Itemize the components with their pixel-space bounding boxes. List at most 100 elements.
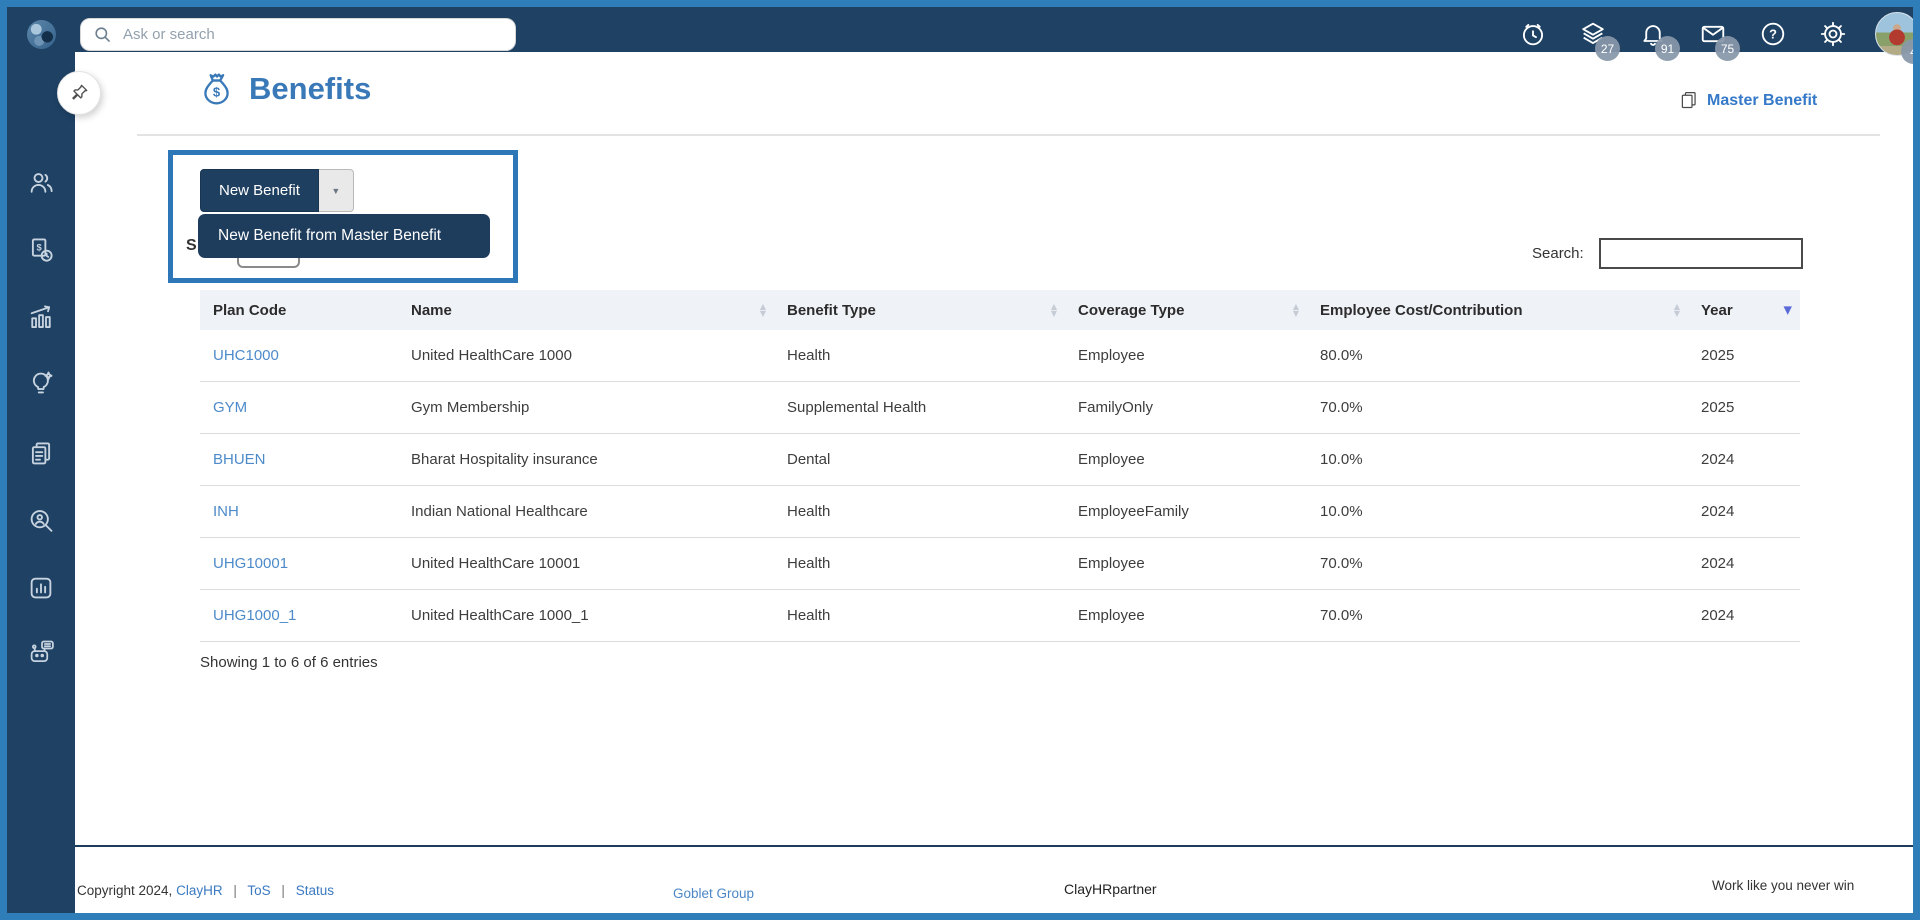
mail-icon[interactable]: 75 [1699, 20, 1740, 61]
svg-text:?: ? [1769, 27, 1777, 42]
layers-icon[interactable]: 27 [1579, 20, 1620, 61]
bell-icon[interactable]: 91 [1639, 20, 1680, 61]
plan-code-link[interactable]: BHUEN [213, 451, 266, 468]
cell-plan_code: GYM [200, 381, 398, 434]
col-label: Benefit Type [787, 301, 876, 319]
bell-glyph [1643, 25, 1663, 46]
mail-glyph [1701, 25, 1725, 43]
clayhr-link[interactable]: ClayHR [176, 883, 223, 898]
sort-icons: ▲ ▼ [1673, 302, 1680, 318]
cell-year: 2025 [1688, 381, 1800, 434]
copyright-text: Copyright 2024, [77, 883, 173, 898]
pushpin-icon [72, 84, 88, 100]
sidebar-pin-button[interactable] [57, 71, 101, 115]
payroll-clock-icon: $ [31, 238, 53, 262]
status-link[interactable]: Status [295, 883, 334, 898]
col-header-benefit-type[interactable]: Benefit Type ▲ ▼ [774, 290, 1065, 330]
benefits-table: Plan Code Name ▲ ▼ Benefit Type ▲ ▼ Coverage… [200, 290, 1800, 642]
sidebar-item-users[interactable] [26, 168, 56, 198]
title-divider [137, 134, 1880, 136]
table-header-row: Plan Code Name ▲ ▼ Benefit Type ▲ ▼ Coverage… [200, 290, 1800, 330]
plan-code-link[interactable]: UHC1000 [213, 347, 279, 364]
lightbulb-icon [32, 371, 53, 394]
cell-employee_cost: 10.0% [1307, 485, 1688, 538]
col-header-year[interactable]: Year ▼ [1688, 290, 1800, 330]
frame-border-left [0, 0, 7, 920]
col-header-name[interactable]: Name ▲ ▼ [398, 290, 774, 330]
col-label: Coverage Type [1078, 301, 1185, 319]
sidebar-item-assistant[interactable] [26, 638, 56, 668]
frame-border-top [0, 0, 1920, 7]
menu-item-new-benefit-from-master[interactable]: New Benefit from Master Benefit [218, 227, 442, 244]
cell-coverage_type: Employee [1065, 330, 1307, 382]
cell-year: 2024 [1688, 589, 1800, 642]
partner-label: ClayHRpartner [1064, 881, 1157, 897]
cell-coverage_type: EmployeeFamily [1065, 485, 1307, 538]
cell-plan_code: BHUEN [200, 433, 398, 486]
cell-coverage_type: Employee [1065, 589, 1307, 642]
new-benefit-dropdown-menu: New Benefit from Master Benefit [198, 214, 490, 258]
cell-year: 2024 [1688, 485, 1800, 538]
frame-border-right [1913, 0, 1920, 920]
people-search-icon [30, 510, 53, 532]
clock-icon[interactable] [1519, 20, 1547, 48]
new-benefit-split-button: New Benefit ▼ [200, 169, 354, 212]
footer-slogan: Work like you never win [1712, 878, 1855, 893]
cell-benefit_type: Health [774, 485, 1065, 538]
cell-benefit_type: Supplemental Health [774, 381, 1065, 434]
table-row: UHC1000 United HealthCare 1000 Health Emplo… [200, 330, 1800, 382]
cell-benefit_type: Health [774, 330, 1065, 382]
avatar[interactable]: 4 [1875, 12, 1920, 64]
users-icon [30, 173, 53, 193]
svg-text:$: $ [213, 85, 221, 100]
chevron-down-icon: ▼ [331, 185, 341, 196]
sidebar-item-reports[interactable] [26, 573, 56, 603]
tos-link[interactable]: ToS [247, 883, 271, 898]
cell-name: Bharat Hospitality insurance [398, 433, 774, 486]
help-glyph: ? [1761, 22, 1785, 46]
sort-icons: ▲ ▼ [1292, 302, 1299, 318]
gear-icon[interactable] [1819, 20, 1847, 48]
separator: | [281, 883, 285, 898]
sidebar-item-documents[interactable] [26, 439, 56, 469]
sidebar-item-recruiting[interactable] [26, 506, 56, 536]
sidebar-item-performance[interactable] [26, 302, 56, 332]
master-benefit-link[interactable]: Master Benefit [1678, 90, 1817, 111]
documents-icon [31, 442, 51, 465]
left-sidebar: $ [7, 52, 75, 913]
clayhr-logo[interactable] [27, 20, 56, 49]
plan-code-link[interactable]: UHG10001 [213, 555, 289, 572]
sidebar-item-ideas[interactable] [26, 368, 56, 398]
clock-glyph [1522, 23, 1544, 46]
col-header-employee-cost[interactable]: Employee Cost/Contribution ▲ ▼ [1307, 290, 1688, 330]
cell-name: United HealthCare 1000_1 [398, 589, 774, 642]
plan-code-link[interactable]: INH [213, 503, 239, 520]
footer-divider [75, 845, 1913, 847]
table-row: GYM Gym Membership Supplemental Health Fami… [200, 381, 1800, 434]
plan-code-link[interactable]: GYM [213, 399, 248, 416]
table-row: BHUEN Bharat Hospitality insurance Dental E… [200, 433, 1800, 486]
table-search-input[interactable] [1599, 238, 1803, 269]
help-icon[interactable]: ? [1759, 20, 1787, 48]
plan-code-link[interactable]: UHG1000_1 [213, 607, 297, 624]
show-entries-label-fragment: S [186, 237, 197, 254]
svg-text:$: $ [37, 243, 43, 253]
page-title: $ Benefits [198, 70, 371, 107]
sort-icons: ▲ ▼ [759, 302, 766, 318]
table-search-label: Search: [1532, 245, 1584, 262]
new-benefit-button[interactable]: New Benefit [200, 169, 319, 212]
cell-coverage_type: Employee [1065, 537, 1307, 590]
global-search-input[interactable] [121, 25, 503, 44]
sidebar-item-payroll[interactable]: $ [26, 235, 56, 265]
cell-name: United HealthCare 10001 [398, 537, 774, 590]
report-box-icon [30, 577, 52, 599]
cell-employee_cost: 80.0% [1307, 330, 1688, 382]
cell-name: Gym Membership [398, 381, 774, 434]
new-benefit-dropdown-toggle[interactable]: ▼ [318, 169, 354, 212]
col-header-coverage-type[interactable]: Coverage Type ▲ ▼ [1065, 290, 1307, 330]
cell-benefit_type: Dental [774, 433, 1065, 486]
mail-badge: 75 [1715, 36, 1740, 61]
goblet-group-link[interactable]: Goblet Group [673, 886, 755, 901]
col-header-plan-code[interactable]: Plan Code [200, 290, 398, 330]
